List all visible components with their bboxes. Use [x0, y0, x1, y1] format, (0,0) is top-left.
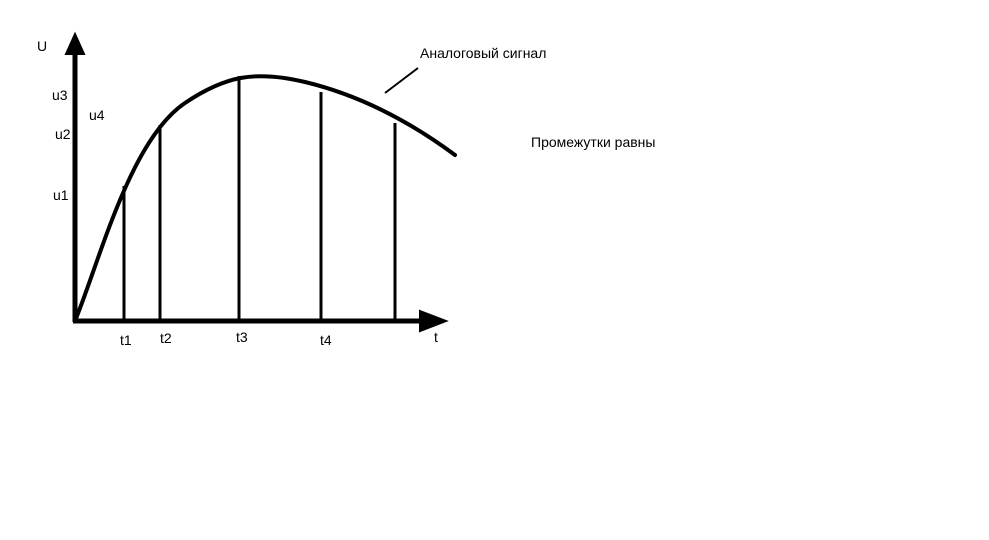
y-axis-label: U — [37, 38, 47, 54]
u1-label: u1 — [53, 187, 69, 203]
x-axis-arrowhead — [419, 309, 449, 333]
u3-label: u3 — [52, 87, 68, 103]
u2-label: u2 — [55, 126, 71, 142]
y-axis-arrowhead — [64, 31, 86, 55]
t4-label: t4 — [320, 332, 332, 348]
t2-label: t2 — [160, 330, 172, 346]
signal-curve — [73, 74, 457, 323]
t3-label: t3 — [236, 329, 248, 345]
x-axis-label: t — [434, 329, 438, 345]
signal-label-pointer — [384, 67, 419, 94]
t1-label: t1 — [120, 332, 132, 348]
intervals-note: Промежутки равны — [531, 134, 655, 150]
u4-label: u4 — [89, 107, 105, 123]
signal-label: Аналоговый сигнал — [420, 45, 546, 61]
